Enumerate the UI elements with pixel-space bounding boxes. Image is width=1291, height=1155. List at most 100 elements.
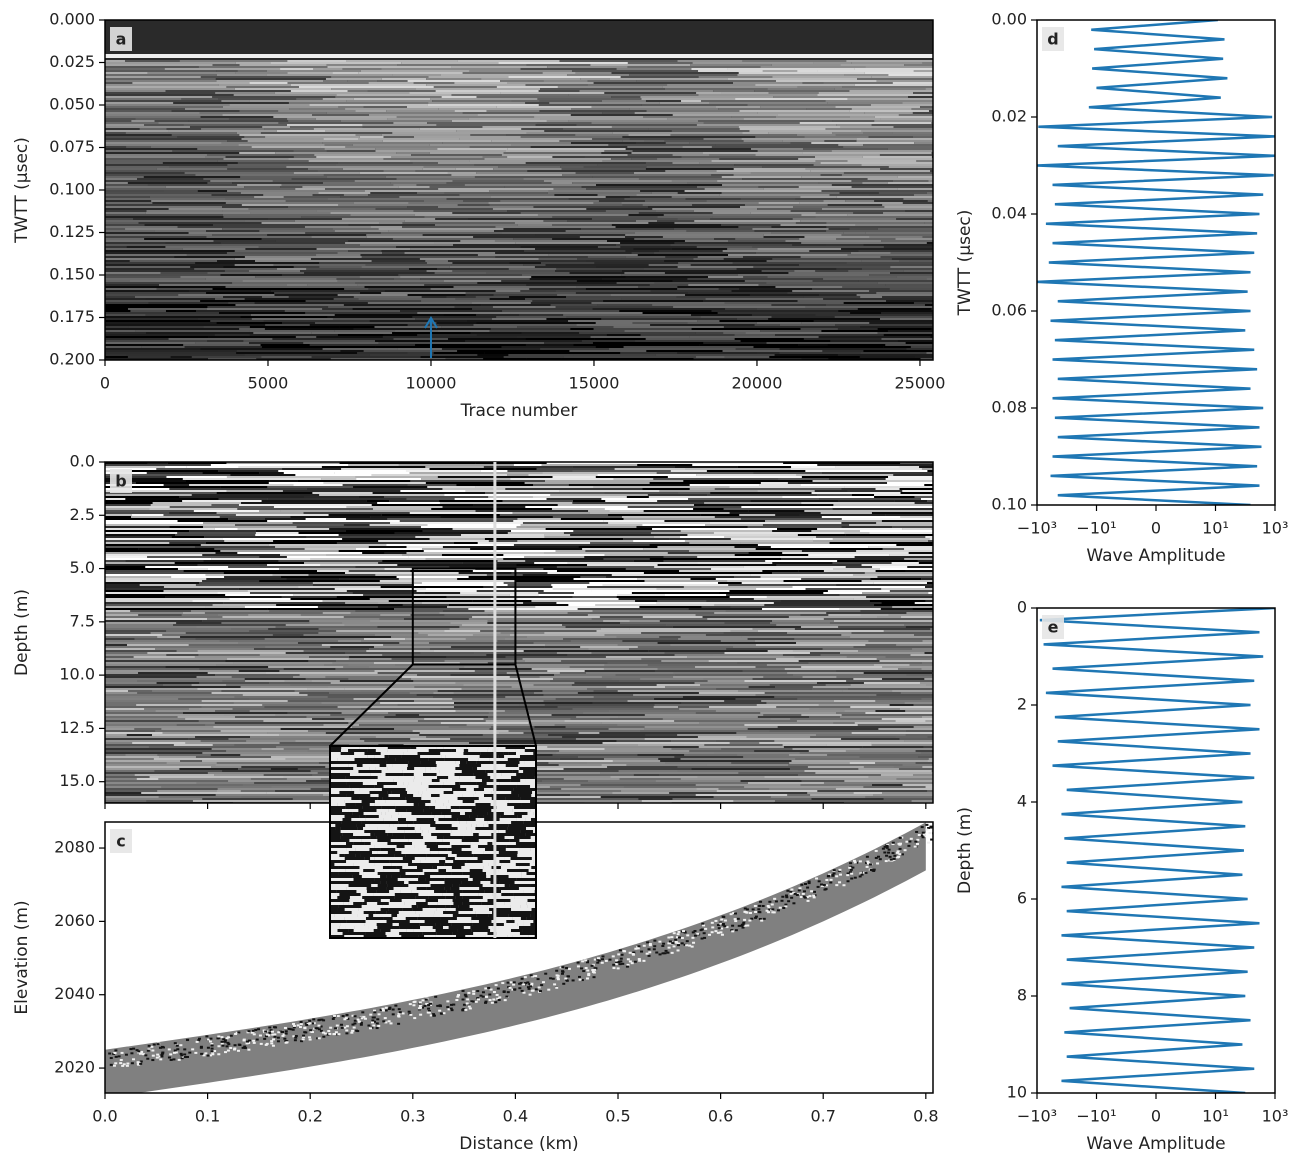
texture [105,266,191,268]
texture [188,1051,192,1054]
texture [563,638,679,640]
texture [522,574,612,576]
texture [727,68,855,70]
texture [518,982,522,985]
texture [202,752,325,754]
texture [220,550,339,552]
texture [815,314,932,316]
texture [105,756,160,758]
texture [426,788,435,791]
texture [105,548,139,550]
texture [723,326,861,328]
texture [665,686,749,688]
texture [199,188,296,190]
texture [714,612,827,614]
texture [777,726,914,728]
texture [316,1037,320,1040]
texture [546,120,569,122]
texture [215,92,275,94]
texture [475,818,485,821]
texture [454,773,474,776]
texture [725,610,861,612]
texture [511,100,540,102]
texture [676,933,680,936]
texture [501,773,517,776]
texture [877,328,932,330]
texture [766,342,906,344]
texture [628,960,632,963]
texture [403,618,469,620]
texture [415,830,423,833]
texture [601,100,646,102]
texture [899,738,933,740]
texture [927,827,931,830]
texture [691,314,752,316]
texture [512,983,516,986]
texture [242,1039,246,1042]
texture [677,766,808,768]
texture [779,352,861,354]
texture [903,270,933,272]
texture [377,776,399,779]
texture [174,534,256,536]
texture [405,758,429,761]
texture [871,76,933,78]
texture [199,582,313,584]
texture [912,112,933,114]
texture [105,96,213,98]
texture [810,890,814,893]
texture [105,618,208,620]
texture [326,1033,330,1036]
texture [797,70,818,72]
texture [932,638,933,640]
texture [623,538,670,540]
texture [251,146,321,148]
texture [165,90,291,92]
texture [453,542,478,544]
texture [446,198,569,200]
texture [369,524,428,526]
texture [360,1017,364,1020]
x-tick-label: −10³ [1017,1107,1057,1126]
texture [883,334,933,336]
texture [839,192,879,194]
texture [820,884,824,887]
texture [419,714,529,716]
texture [336,630,445,632]
texture [796,134,836,136]
texture [625,234,764,236]
texture [738,772,816,774]
texture [655,354,775,356]
texture [370,779,394,782]
texture [496,761,520,764]
texture [874,856,878,859]
texture [806,108,852,110]
texture [254,782,382,784]
texture [661,660,709,662]
texture [702,924,706,927]
texture [707,680,745,682]
texture [221,142,323,144]
texture [511,686,548,688]
texture [308,1038,312,1041]
texture [650,290,732,292]
y-tick-label: 0.06 [991,301,1027,320]
texture [430,288,530,290]
texture [569,272,625,274]
texture [620,622,725,624]
texture [548,190,641,192]
texture [179,768,239,770]
texture [395,330,438,332]
texture [815,734,906,736]
texture [406,106,497,108]
texture [247,1030,251,1033]
texture [105,168,157,170]
texture [176,1048,180,1051]
texture [307,168,343,170]
texture [482,126,612,128]
texture [105,176,144,178]
texture [562,982,566,985]
texture [573,354,656,356]
texture [861,164,933,166]
texture [105,312,220,314]
